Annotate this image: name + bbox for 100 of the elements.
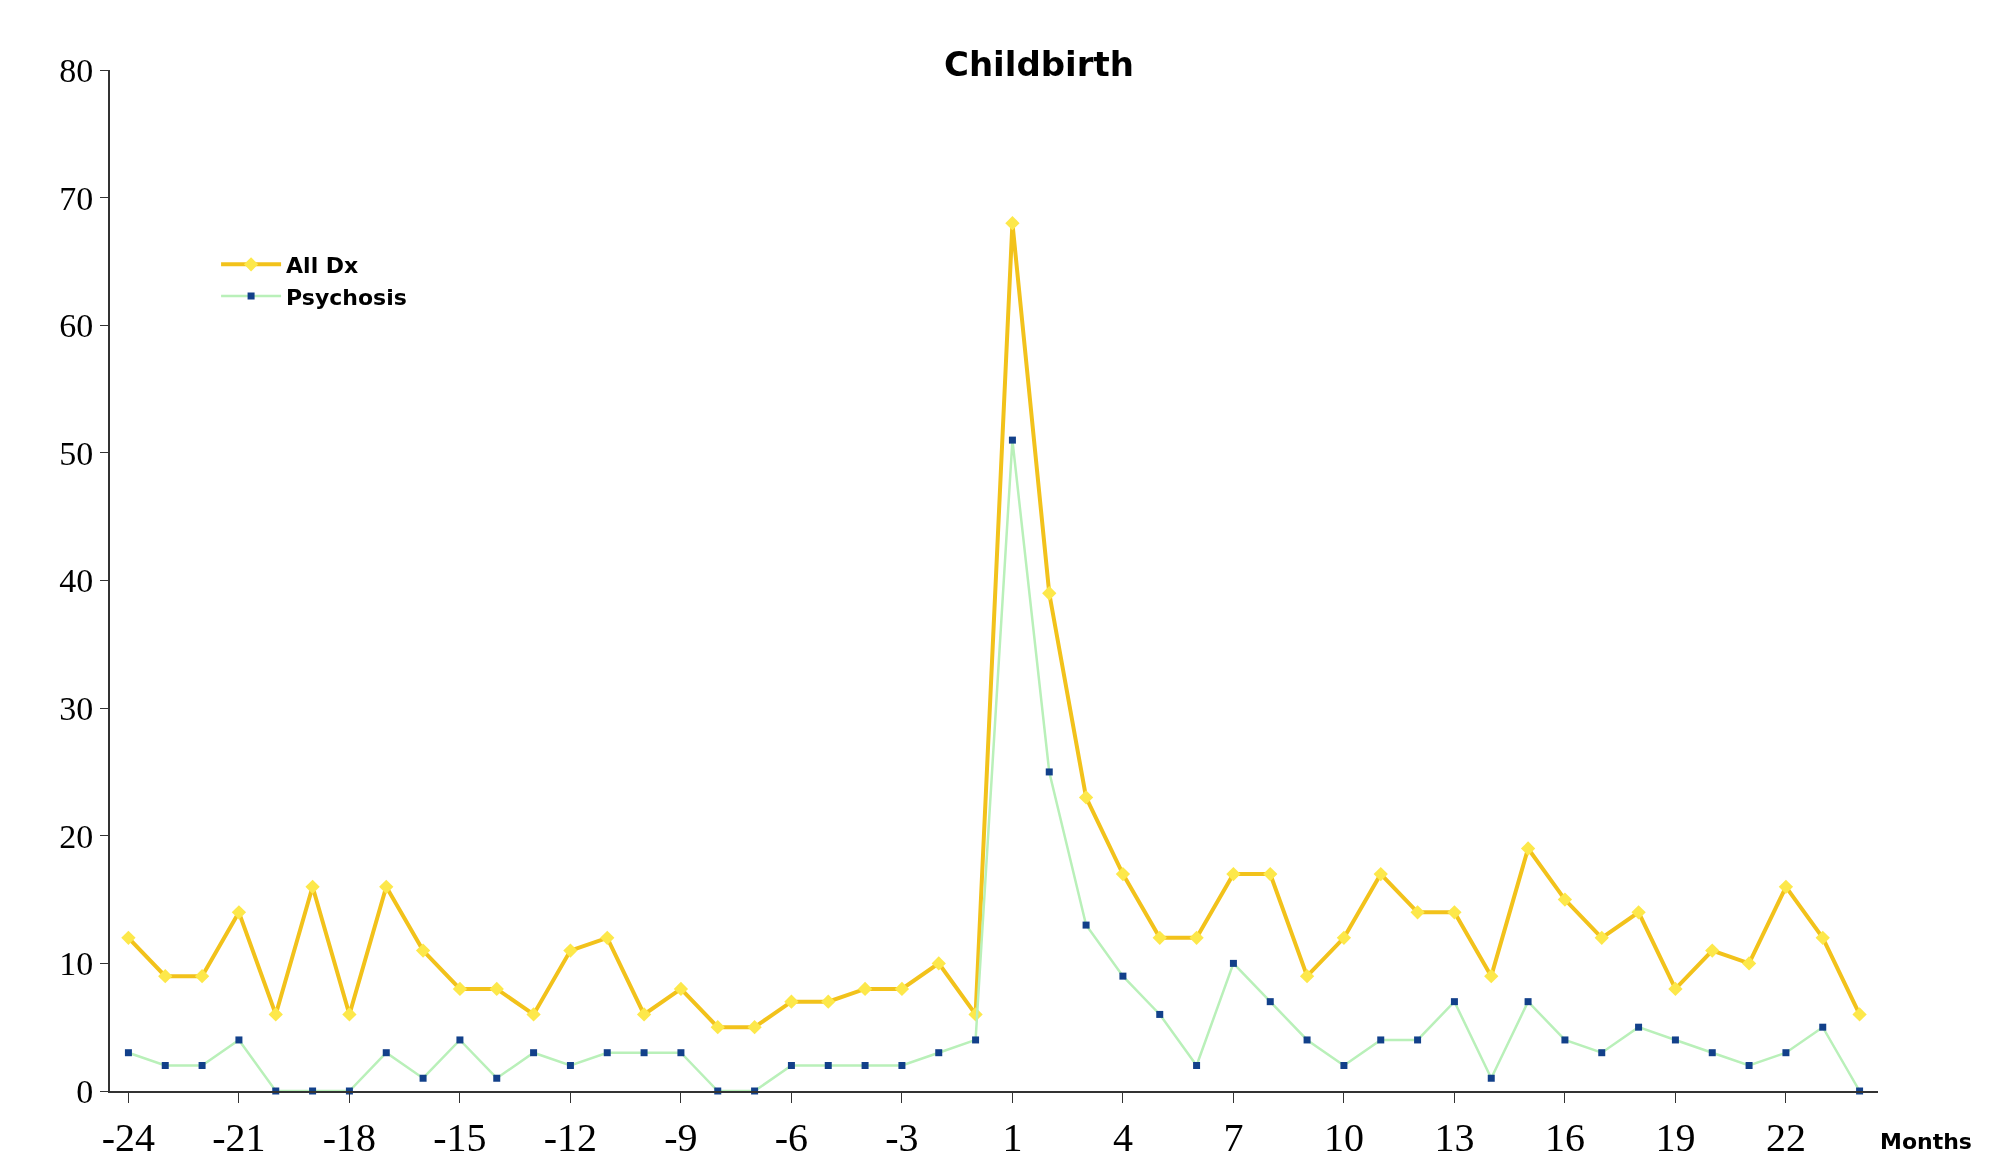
x-tick-label: 10 — [1323, 1115, 1364, 1160]
point — [1373, 866, 1388, 882]
point — [931, 956, 946, 971]
point — [493, 1074, 501, 1082]
x-tick-label: 13 — [1434, 1115, 1475, 1160]
y-tick-label: 80 — [59, 51, 94, 89]
point — [1819, 1023, 1827, 1031]
point — [1189, 930, 1204, 945]
x-tick-label: -21 — [212, 1115, 266, 1160]
point — [821, 994, 836, 1009]
point — [1005, 216, 1020, 231]
point — [1082, 921, 1090, 929]
point — [1303, 1036, 1311, 1044]
point — [935, 1049, 943, 1057]
y-tick-label: 0 — [76, 1072, 94, 1110]
point — [787, 1061, 795, 1069]
x-tick-label: -18 — [322, 1115, 377, 1160]
point — [1561, 1036, 1569, 1044]
point — [1671, 1036, 1679, 1044]
point — [1229, 959, 1237, 967]
point — [1741, 956, 1757, 971]
point — [1340, 1061, 1348, 1069]
point — [1377, 1036, 1385, 1044]
point — [857, 981, 873, 997]
point — [1152, 930, 1167, 945]
point — [1336, 930, 1352, 945]
point — [563, 943, 578, 958]
point — [1484, 968, 1499, 984]
chart-title: Childbirth — [943, 44, 1134, 85]
point — [640, 1049, 648, 1057]
point — [489, 981, 504, 997]
point — [1263, 866, 1278, 882]
y-tick-label: 50 — [59, 434, 94, 472]
point — [1668, 981, 1683, 997]
point — [824, 1061, 832, 1069]
point — [1410, 905, 1425, 920]
y-tick-label: 40 — [59, 562, 94, 600]
point — [526, 1007, 541, 1022]
x-tick-label: -15 — [433, 1115, 487, 1160]
point — [231, 905, 247, 920]
point — [861, 1061, 869, 1069]
point — [1745, 1061, 1753, 1069]
x-tick-label: -24 — [101, 1115, 156, 1160]
point — [1156, 1010, 1164, 1018]
point — [603, 1049, 611, 1057]
point — [382, 1049, 390, 1057]
x-tick-label: 4 — [1112, 1115, 1133, 1160]
point — [898, 1061, 906, 1069]
point — [1635, 1023, 1643, 1031]
point — [379, 879, 394, 894]
legend-label: Psychosis — [286, 284, 407, 310]
point — [677, 1049, 685, 1057]
point — [636, 1007, 652, 1022]
point — [1520, 841, 1536, 856]
point — [1782, 1049, 1790, 1057]
x-tick-label: -3 — [885, 1115, 919, 1160]
point — [158, 968, 173, 984]
point — [456, 1036, 464, 1044]
point — [1414, 1036, 1422, 1044]
point — [673, 981, 689, 997]
point — [530, 1049, 538, 1057]
point — [1557, 892, 1573, 907]
y-tick-label: 70 — [59, 179, 94, 217]
y-tick-label: 30 — [59, 690, 94, 728]
point — [124, 1049, 132, 1057]
point — [161, 1061, 169, 1069]
point — [894, 981, 910, 997]
point — [1078, 790, 1094, 805]
point — [452, 981, 468, 997]
point — [268, 1007, 283, 1022]
x-tick-label: 19 — [1655, 1115, 1696, 1160]
point — [784, 994, 799, 1009]
x-tick-label: -12 — [543, 1115, 598, 1160]
point — [1299, 968, 1315, 984]
y-tick-label: 20 — [59, 817, 94, 855]
point — [1115, 866, 1131, 882]
point — [600, 930, 615, 945]
point — [1042, 586, 1057, 601]
legend-label: All Dx — [286, 252, 359, 278]
x-tick-label: 22 — [1765, 1115, 1806, 1160]
point — [1598, 1049, 1606, 1057]
point — [415, 943, 431, 958]
point — [1594, 930, 1609, 945]
y-tick-label: 60 — [59, 307, 94, 345]
point — [1631, 905, 1646, 920]
point — [566, 1061, 574, 1069]
point — [1193, 1061, 1201, 1069]
point — [1008, 436, 1016, 444]
point — [747, 1020, 762, 1035]
point — [419, 1074, 427, 1082]
x-tick-label: -6 — [774, 1115, 809, 1160]
point — [1119, 972, 1127, 980]
x-tick-label: 1 — [1002, 1115, 1023, 1160]
point — [972, 1036, 980, 1044]
point — [235, 1036, 243, 1044]
x-tick-label: -9 — [664, 1115, 698, 1160]
point — [198, 1061, 206, 1069]
point — [1705, 943, 1720, 958]
point — [305, 879, 320, 894]
point — [1487, 1074, 1495, 1082]
